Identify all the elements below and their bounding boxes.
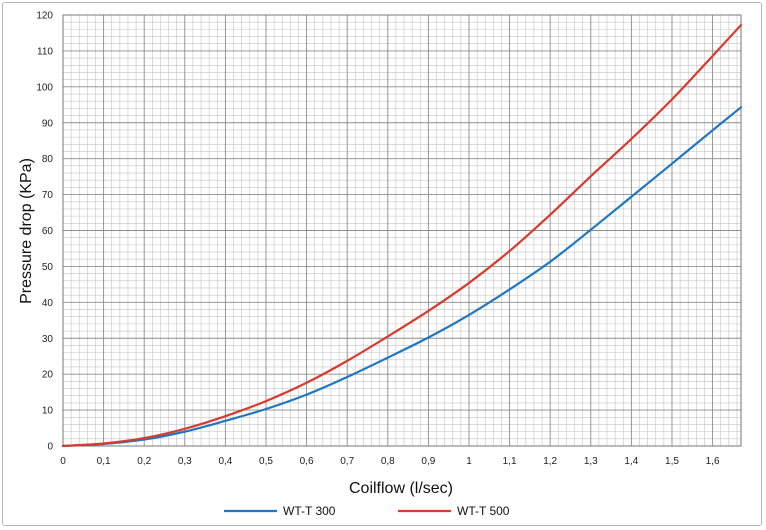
series-lines xyxy=(61,23,743,448)
x-tick-label: 1,6 xyxy=(706,456,720,467)
x-tick-label: 1 xyxy=(466,456,472,467)
y-axis-title: Pressure drop (KPa) xyxy=(18,158,35,304)
x-tick-label: 0,5 xyxy=(259,456,273,467)
x-tick-label: 0 xyxy=(60,456,66,467)
x-tick-label: 0,6 xyxy=(300,456,314,467)
series-line-1 xyxy=(61,106,743,448)
plot-border xyxy=(62,14,742,447)
x-tick-labels: 0 0,1 0,2 0,3 0,4 0,5 0,6 0,7 0,8 0,9 1 1,1 1,2 1,3 1,… xyxy=(60,456,720,467)
y-tick-label: 30 xyxy=(42,334,54,345)
x-tick-label: 1,2 xyxy=(543,456,557,467)
y-tick-label: 60 xyxy=(42,226,54,237)
y-tick-label: 70 xyxy=(42,190,54,201)
legend-label-2: WT-T 500 xyxy=(457,504,510,518)
y-tick-label: 100 xyxy=(36,82,53,93)
y-tick-labels: 0 10 20 30 40 50 60 70 80 90 100 110 120 xyxy=(36,11,53,453)
y-tick-label: 40 xyxy=(42,298,54,309)
y-tick-label: 110 xyxy=(37,46,53,57)
x-tick-label: 0,3 xyxy=(178,456,192,467)
x-tick-label: 0,7 xyxy=(340,456,354,467)
series-line-2 xyxy=(61,23,743,448)
y-tick-label: 90 xyxy=(42,118,54,129)
y-tick-label: 10 xyxy=(42,406,54,417)
x-tick-label: 0,4 xyxy=(218,456,232,467)
y-tick-label: 20 xyxy=(42,370,54,381)
x-tick-label: 1,4 xyxy=(624,456,638,467)
x-tick-label: 0,8 xyxy=(381,456,395,467)
y-tick-label: 120 xyxy=(36,11,53,22)
y-tick-label: 0 xyxy=(47,442,53,453)
legend: WT-T 300 WT-T 500 xyxy=(224,504,510,518)
major-grid xyxy=(62,14,742,447)
y-tick-label: 50 xyxy=(42,262,54,273)
x-tick-label: 1,3 xyxy=(584,456,598,467)
x-tick-label: 1,1 xyxy=(503,456,517,467)
legend-label-1: WT-T 300 xyxy=(283,504,336,518)
x-tick-label: 0,1 xyxy=(97,456,111,467)
x-axis-title: Coilflow (l/sec) xyxy=(349,480,453,497)
x-tick-label: 0,9 xyxy=(421,456,435,467)
x-tick-label: 0,2 xyxy=(137,456,151,467)
y-tick-label: 80 xyxy=(42,154,54,165)
x-tick-label: 1,5 xyxy=(665,456,679,467)
